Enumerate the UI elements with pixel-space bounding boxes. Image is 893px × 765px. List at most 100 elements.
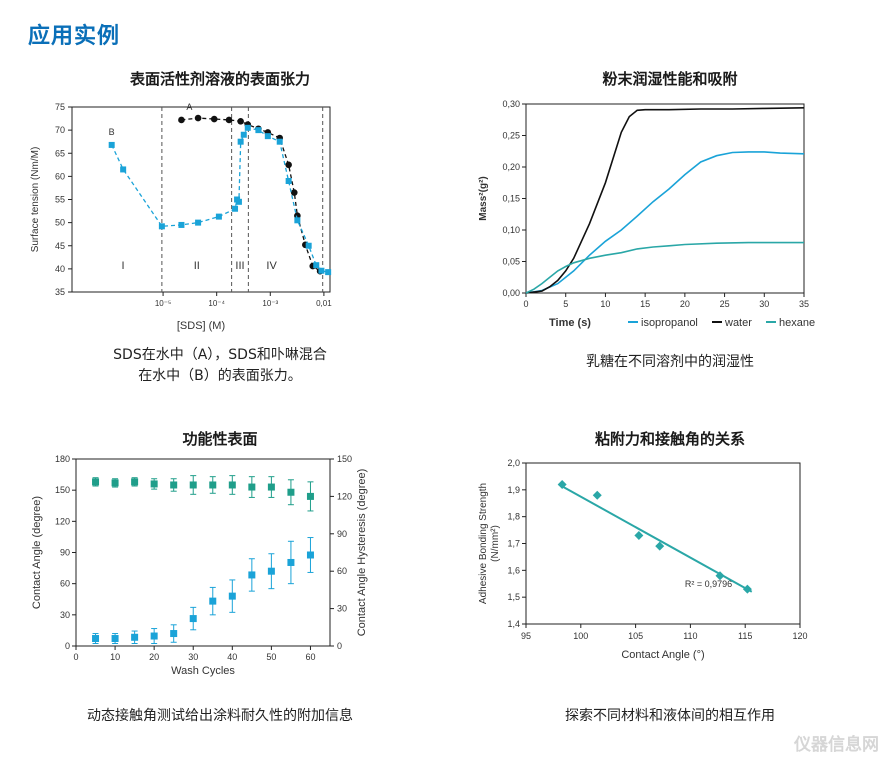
point-B	[178, 221, 185, 228]
y-tick-label: 65	[55, 148, 65, 158]
point-contact-angle	[228, 481, 236, 489]
series-line-A	[181, 117, 321, 272]
y-tick-label: 0,05	[502, 257, 520, 267]
y-tick-label: 0,25	[502, 131, 520, 141]
point-data	[557, 479, 567, 489]
point-hysteresis	[228, 592, 236, 600]
point-data	[655, 541, 665, 551]
point-B	[237, 138, 244, 145]
y2-axis-label: Contact Angle Hysteresis (degree)	[356, 469, 368, 637]
point-B	[235, 198, 242, 205]
point-hysteresis	[92, 635, 100, 643]
y2-tick-label: 120	[337, 491, 352, 501]
point-B	[276, 138, 283, 145]
point-contact-angle	[209, 481, 217, 489]
point-contact-angle	[131, 478, 139, 486]
y-axis-label: Contact Angle (degree)	[31, 496, 43, 609]
y-tick-label: 55	[55, 195, 65, 205]
y2-tick-label: 60	[337, 566, 347, 576]
x-tick-label: 30	[188, 652, 198, 662]
legend-label-water: water	[724, 317, 752, 329]
y2-tick-label: 30	[337, 604, 347, 614]
point-B	[285, 178, 292, 184]
y-tick-label: 1,5	[507, 592, 520, 602]
x-tick-label: 10⁻⁵	[155, 299, 171, 308]
y-tick-label: 75	[55, 102, 65, 112]
point-B	[232, 205, 239, 212]
point-data	[742, 584, 752, 594]
point-B	[240, 131, 247, 138]
y2-tick-label: 0	[337, 641, 342, 651]
y-tick-label: 1,9	[507, 485, 520, 495]
point-A	[194, 114, 202, 122]
y-tick-label: 30	[60, 610, 70, 620]
wetting-panel-title: 粉末润湿性能和吸附	[602, 70, 738, 88]
point-A	[178, 116, 185, 124]
adhesion-chart: 1,4 1,5 1,6 1,7 1,8 1,9 2,0 95 100 105 110 115 120 R²…	[478, 458, 808, 661]
point-contact-angle	[287, 488, 295, 496]
region-label: I	[122, 260, 125, 272]
x-tick-label: 30	[759, 299, 769, 309]
y2-tick-label: 90	[337, 529, 347, 539]
x-tick-label: 115	[738, 631, 752, 641]
point-data	[715, 571, 725, 581]
y-tick-label: 50	[55, 218, 65, 228]
x-tick-label: 10⁻³	[262, 299, 278, 308]
y-tick-label: 1,6	[507, 565, 520, 575]
y-tick-label: 60	[60, 579, 70, 589]
x-tick-label: 10⁻⁴	[208, 299, 225, 308]
y-tick-label: 35	[55, 287, 65, 297]
x-tick-label: 100	[573, 631, 588, 641]
legend-label-isopropanol: isopropanol	[641, 317, 698, 329]
point-hysteresis	[306, 551, 314, 559]
x-tick-label: 0,01	[316, 299, 332, 308]
region-label: III	[235, 260, 244, 272]
adhesion-caption: 探索不同材料和液体间的相互作用	[565, 708, 775, 724]
point-A	[285, 161, 292, 169]
series-line-hexane	[525, 241, 804, 294]
point-A	[237, 118, 244, 125]
point-B	[305, 242, 312, 249]
x-tick-label: 60	[305, 652, 315, 662]
x-axis-label: Contact Angle (°)	[621, 649, 704, 661]
series-line-isopropanol	[525, 151, 805, 294]
point-hysteresis	[267, 567, 275, 575]
x-tick-label: 10	[600, 299, 610, 309]
y-tick-label: 180	[55, 454, 70, 464]
series-label-A: A	[186, 102, 192, 112]
point-hysteresis	[248, 571, 256, 579]
series-line-water	[525, 107, 805, 294]
point-hysteresis	[287, 558, 295, 566]
series-label-B: B	[109, 127, 115, 137]
x-axis-label: [SDS] (M)	[177, 320, 225, 332]
x-tick-label: 15	[640, 299, 650, 309]
x-tick-label: 10	[110, 652, 120, 662]
y-tick-label: 45	[55, 241, 65, 251]
point-A	[210, 115, 218, 123]
y-tick-label: 120	[55, 516, 70, 526]
point-hysteresis	[150, 632, 158, 640]
region-label: IV	[266, 260, 277, 272]
point-B	[158, 223, 165, 230]
point-contact-angle	[92, 478, 100, 486]
point-B	[108, 141, 115, 148]
wetting-caption: 乳糖在不同溶剂中的润湿性	[586, 354, 754, 370]
tension-caption-line1: SDS在水中（A），SDS和卟啉混合	[113, 347, 327, 363]
point-B	[313, 262, 320, 269]
y-tick-label: 150	[55, 485, 70, 495]
adhesion-panel-title: 粘附力和接触角的关系	[594, 430, 745, 448]
tension-caption-line2: 在水中（B）的表面张力。	[138, 368, 302, 384]
legend-label-hexane: hexane	[779, 317, 815, 329]
x-tick-label: 0	[523, 299, 528, 309]
point-contact-angle	[189, 481, 197, 489]
region-label: II	[194, 260, 200, 272]
point-B	[120, 166, 127, 173]
x-tick-label: 5	[563, 299, 568, 309]
tension-panel-title: 表面活性剂溶液的表面张力	[129, 70, 310, 88]
point-contact-angle	[111, 479, 119, 487]
functional-panel-title: 功能性表面	[182, 430, 258, 448]
x-tick-label: 95	[521, 631, 531, 641]
x-tick-label: 0	[73, 652, 78, 662]
point-A	[290, 189, 298, 196]
point-B	[294, 217, 301, 224]
